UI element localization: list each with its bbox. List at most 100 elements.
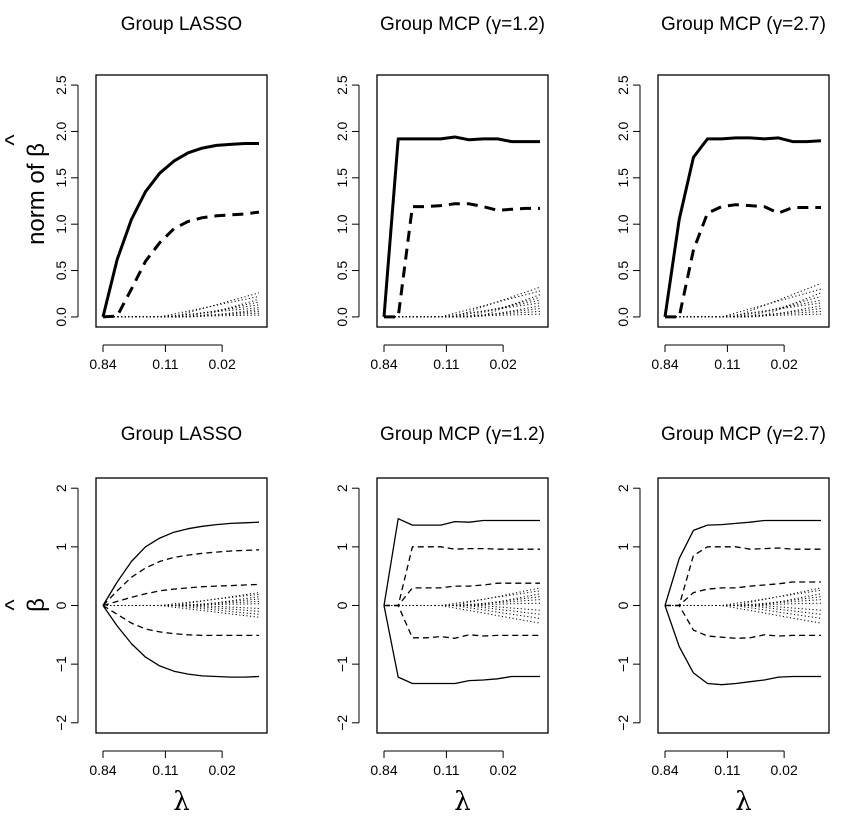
series-line-dotted — [384, 593, 541, 606]
y-tick-label: 1 — [334, 543, 350, 551]
panel-coef-2: Group MCP (γ=1.2) −2 −1 0 1 2 0.84 0.11 0.02 λ — [334, 424, 549, 817]
x-tick-label: 0.11 — [433, 356, 459, 372]
series-line-dotted — [665, 605, 822, 619]
series-line-solid — [663, 136, 822, 318]
y-tick-label: 1.5 — [615, 168, 631, 188]
x-axis-label: λ — [454, 787, 470, 817]
series-line-dashed — [384, 604, 540, 639]
x-axis-label: λ — [173, 787, 189, 817]
series-line-dotted — [384, 286, 541, 318]
plot-frame — [95, 74, 268, 328]
series-line-solid — [664, 519, 821, 606]
x-tick-label: 0.84 — [651, 762, 678, 778]
series-line-dotted — [103, 605, 260, 618]
series-line-dashed — [102, 604, 259, 637]
y-tick-label: 0.0 — [53, 307, 69, 327]
y-tick-label: 1.5 — [53, 168, 69, 188]
series-line-dotted — [665, 310, 822, 318]
y-tick-label: 2.0 — [334, 122, 350, 142]
y-tick-label: 1.0 — [615, 214, 631, 234]
y-tick-label: 0.0 — [615, 307, 631, 327]
y-tick-label: 1 — [53, 543, 69, 551]
x-tick-label: 0.11 — [433, 762, 459, 778]
series-line-dotted — [384, 605, 541, 619]
plot-frame — [657, 477, 830, 734]
y-axis-label-norm: norm of β — [23, 143, 50, 245]
series-line-dotted — [103, 312, 260, 318]
series-line-dashed — [665, 604, 821, 639]
y-tick-label: 2.0 — [615, 122, 631, 142]
y-tick-label: −2 — [53, 715, 69, 731]
series-line-dotted — [103, 307, 260, 318]
x-tick-label: 0.84 — [651, 356, 678, 372]
y-tick-label: −1 — [53, 656, 69, 672]
x-tick-label: 0.84 — [370, 762, 397, 778]
panel-norm-2: Group MCP (γ=1.2) 0.0 0.5 1.0 1.5 2.0 2.5 0.84 0… — [334, 14, 549, 372]
y-tick-label: −2 — [615, 715, 631, 731]
y-tick-label: −1 — [615, 656, 631, 672]
y-axis-label-beta: β — [23, 143, 50, 157]
series-line-dotted — [665, 602, 822, 606]
series-line-dotted — [103, 605, 260, 612]
y-axis-label-hat: ^ — [1, 599, 28, 611]
series-line-dashed — [665, 203, 821, 319]
series-line-dotted — [103, 301, 260, 318]
series-line-solid — [383, 605, 540, 685]
series-line-dotted — [384, 296, 541, 318]
y-tick-label: 2 — [615, 484, 631, 492]
series-line-solid — [383, 518, 540, 606]
series-line-dashed — [102, 583, 260, 607]
y-tick-label: 2 — [53, 484, 69, 492]
series-line-dotted — [384, 605, 541, 624]
series-line-solid — [102, 605, 260, 678]
y-tick-label: 2 — [334, 484, 350, 492]
series-line-dotted — [384, 313, 541, 318]
plot-frame — [376, 477, 549, 734]
series-line-dotted — [384, 605, 541, 611]
y-tick-label: 0.5 — [334, 261, 350, 281]
series-line-dotted — [384, 299, 541, 318]
series-line-dotted — [384, 587, 541, 606]
series-line-dotted — [384, 602, 541, 606]
series-line-dashed — [384, 202, 540, 319]
series-line-dashed — [102, 210, 260, 319]
series-line-dashed — [384, 582, 540, 607]
panel-coef-3: Group MCP (γ=2.7) −2 −1 0 1 2 0.84 0.11 0.02 λ — [615, 424, 830, 817]
y-axis-label-hat: ^ — [1, 134, 28, 146]
series-line-dotted — [103, 309, 260, 318]
series-line-solid — [382, 135, 540, 318]
series-line-dotted — [665, 605, 822, 615]
y-tick-label: 0 — [615, 601, 631, 609]
y-axis-label-coef: β — [23, 598, 50, 612]
series-line-dotted — [103, 314, 260, 318]
y-tick-label: −1 — [334, 656, 350, 672]
y-tick-label: 1 — [615, 543, 631, 551]
panel-title: Group LASSO — [121, 14, 242, 35]
x-tick-label: 0.02 — [771, 762, 798, 778]
x-tick-label: 0.11 — [714, 356, 740, 372]
series-line-dotted — [103, 298, 260, 318]
series-line-dotted — [665, 587, 822, 606]
y-tick-label: 2.5 — [53, 75, 69, 95]
y-tick-label: −2 — [334, 715, 350, 731]
panel-title: Group LASSO — [121, 424, 242, 445]
y-tick-label: 2.0 — [53, 122, 69, 142]
y-tick-label: 1.0 — [53, 214, 69, 234]
panel-title: Group MCP (γ=2.7) — [661, 424, 826, 445]
x-tick-label: 0.02 — [490, 356, 517, 372]
series-line-solid — [101, 142, 259, 318]
series-line-dotted — [103, 600, 260, 606]
series-line-solid — [664, 605, 821, 686]
plot-frame — [657, 74, 830, 328]
x-tick-label: 0.11 — [152, 762, 178, 778]
x-tick-label: 0.11 — [152, 356, 178, 372]
x-tick-label: 0.02 — [490, 762, 517, 778]
series-line-dotted — [665, 283, 822, 318]
y-tick-label: 0.5 — [53, 261, 69, 281]
series-line-dotted — [665, 313, 822, 318]
y-tick-label: 2.5 — [615, 75, 631, 95]
x-tick-label: 0.02 — [771, 356, 798, 372]
series-line-dotted — [384, 310, 541, 318]
series-line-dotted — [384, 599, 541, 606]
